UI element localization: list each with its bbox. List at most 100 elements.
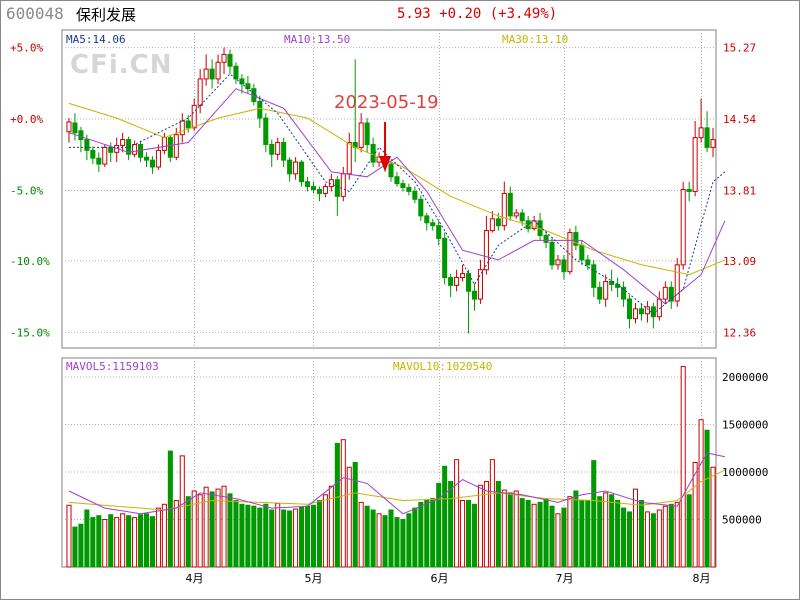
candle-body <box>632 308 639 320</box>
volume-bar <box>316 500 322 568</box>
volume-bar <box>680 366 686 568</box>
volume-bar <box>281 509 287 568</box>
percent-axis-label: -5.0% <box>10 184 43 197</box>
candle-body <box>233 65 239 80</box>
candle-body <box>358 122 364 148</box>
candle-body <box>418 198 424 217</box>
candle-body <box>597 286 603 300</box>
volume-bar <box>400 519 406 568</box>
candle-body <box>591 264 597 288</box>
volume-bar <box>310 504 317 568</box>
candle-body <box>519 212 525 222</box>
candle-body <box>400 183 406 189</box>
volume-axis-label: 500000 <box>722 514 762 527</box>
candle-body <box>644 306 650 315</box>
candle-body <box>316 188 322 194</box>
volume-bar <box>102 519 108 568</box>
volume-bar <box>191 490 197 568</box>
candle-body <box>120 139 126 146</box>
volume-bar <box>263 503 269 568</box>
volume-bar <box>84 509 90 568</box>
volume-bar <box>299 506 305 568</box>
percent-axis-label: -10.0% <box>10 255 50 268</box>
candle-body <box>90 149 96 159</box>
candle-body <box>239 78 245 85</box>
candle-body <box>543 234 549 243</box>
candle-body <box>293 161 299 175</box>
candle-body <box>173 134 179 158</box>
candle-body <box>388 163 394 178</box>
volume-axis-label: 1500000 <box>722 419 768 432</box>
price-quote: 5.93 +0.20 (+3.49%) <box>397 6 557 22</box>
volume-axis-label: 2000000 <box>722 371 768 384</box>
volume-bar <box>519 498 525 568</box>
candle-body <box>692 137 698 192</box>
volume-bar <box>525 500 531 568</box>
volume-bar <box>209 491 215 568</box>
volume-bar <box>185 496 191 568</box>
volume-axis-label: 1000000 <box>722 466 768 479</box>
volume-bar <box>370 509 376 568</box>
volume-bar <box>346 466 352 568</box>
price-axis-label: 14.54 <box>723 113 756 126</box>
candle-body <box>287 159 293 175</box>
price-panel-border <box>61 29 717 349</box>
candle-body <box>269 143 275 155</box>
candle-body <box>66 121 72 133</box>
volume-bar <box>173 500 179 568</box>
volume-bar <box>221 485 227 568</box>
candle-body <box>322 186 328 194</box>
volume-bar <box>477 484 483 568</box>
volume-bar <box>108 514 114 568</box>
date-annotation: 2023-05-19 <box>334 92 439 113</box>
volume-bar <box>436 482 442 568</box>
volume-bar <box>710 466 716 568</box>
candle-body <box>334 179 340 197</box>
volume-bar <box>96 515 102 568</box>
month-label: 4月 <box>186 572 204 585</box>
volume-bar <box>513 490 519 568</box>
candle-body <box>275 142 281 155</box>
candle-body <box>686 188 692 192</box>
candle-body <box>710 139 716 148</box>
candle-body <box>203 68 209 80</box>
month-label: 6月 <box>431 572 449 585</box>
candle-body <box>227 53 233 67</box>
volume-bar <box>495 481 501 568</box>
volume-bar <box>442 465 448 568</box>
percent-axis-label: -15.0% <box>10 326 50 339</box>
candle-body <box>662 286 668 300</box>
candle-body <box>257 100 263 119</box>
volume-bar <box>120 513 126 568</box>
percent-axis-label: +0.0% <box>10 113 43 126</box>
volume-bar <box>114 517 120 568</box>
volume-bar <box>412 507 418 568</box>
volume-bar <box>132 517 138 568</box>
candle-body <box>579 244 585 261</box>
candle-body <box>310 186 317 190</box>
volume-bar <box>239 503 245 568</box>
percent-axis-label: +5.0% <box>10 42 43 55</box>
volume-bar <box>507 492 513 568</box>
price-axis-label: 13.81 <box>723 184 756 197</box>
price-axis-label: 15.27 <box>723 42 756 55</box>
candle-body <box>603 280 609 300</box>
volume-bar <box>454 459 460 568</box>
candle-body <box>436 225 442 239</box>
candle-body <box>155 149 161 168</box>
candle-body <box>460 273 466 279</box>
volume-bar <box>388 509 394 568</box>
volume-bar <box>382 515 388 568</box>
ma10-line <box>68 88 726 305</box>
candle-body <box>340 173 346 197</box>
volume-bar <box>698 419 704 568</box>
candle-body <box>364 122 370 145</box>
volume-bar <box>424 500 430 568</box>
mavol10-line <box>68 469 726 511</box>
candle-body <box>585 259 591 266</box>
volume-bar <box>66 504 72 568</box>
volume-bar <box>543 498 549 568</box>
volume-bar <box>215 488 221 568</box>
volume-bar <box>78 523 84 568</box>
candle-body <box>507 192 513 217</box>
